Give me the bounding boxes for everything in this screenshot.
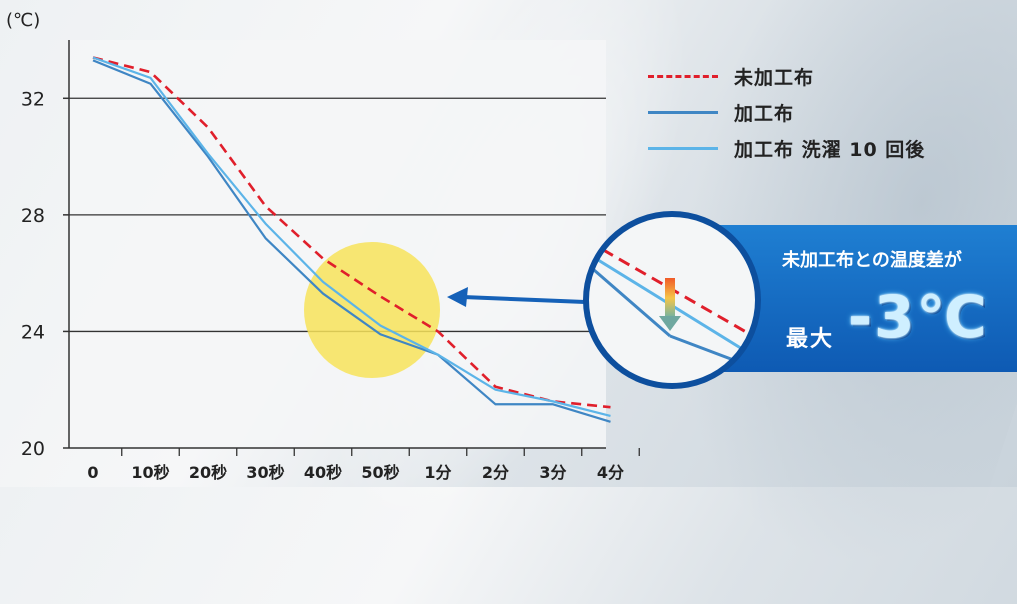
legend-item-processed: 加工布 bbox=[648, 94, 925, 130]
legend-label: 未加工布 bbox=[734, 66, 815, 89]
legend-item-washed: 加工布 洗濯 10 回後 bbox=[648, 130, 925, 166]
callout-value: -3℃ bbox=[848, 283, 989, 351]
zoom-line-processed bbox=[586, 261, 671, 338]
chart-legend: 未加工布 加工布 加工布 洗濯 10 回後 bbox=[648, 58, 925, 166]
callout-banner bbox=[720, 225, 1017, 372]
callout-prefix: 最大 bbox=[786, 327, 835, 352]
x-tick-label: 30秒 bbox=[246, 463, 284, 482]
legend-item-unprocessed: 未加工布 bbox=[648, 58, 925, 94]
x-tick-label: 0 bbox=[87, 463, 98, 482]
legend-swatch bbox=[648, 146, 718, 150]
x-tick-label: 10秒 bbox=[131, 463, 169, 482]
difference-arrow-head bbox=[659, 316, 681, 331]
x-tick-label: 50秒 bbox=[361, 463, 399, 482]
difference-arrow-shaft bbox=[665, 278, 675, 318]
callout-arrow bbox=[462, 295, 586, 304]
x-tick-label: 2分 bbox=[482, 463, 509, 482]
legend-label: 加工布 bbox=[734, 102, 795, 125]
y-tick-label: 24 bbox=[21, 321, 45, 343]
y-tick-label: 32 bbox=[21, 88, 45, 110]
magnifier bbox=[583, 211, 761, 389]
line-chart: 20 24 28 32 0 10秒 20秒 30秒 40秒 50秒 1分 2分 3分 4分 bbox=[21, 40, 640, 482]
legend-label: 加工布 洗濯 10 回後 bbox=[734, 138, 926, 161]
x-tick-label: 4分 bbox=[597, 463, 624, 482]
legend-swatch bbox=[648, 74, 718, 78]
x-tick-label: 3分 bbox=[539, 463, 566, 482]
series-line-0 bbox=[92, 56, 611, 409]
x-tick-label: 1分 bbox=[424, 463, 451, 482]
callout-text: 未加工布との温度差が bbox=[782, 250, 962, 271]
legend-swatch bbox=[648, 110, 718, 114]
x-tick-label: 40秒 bbox=[304, 463, 342, 482]
plot-area bbox=[69, 40, 606, 448]
y-tick-label: 28 bbox=[21, 205, 45, 227]
series-line-1 bbox=[92, 59, 611, 423]
callout-arrowhead bbox=[447, 287, 468, 307]
y-tick-label: 20 bbox=[21, 438, 45, 460]
y-axis-unit: (℃) bbox=[6, 10, 41, 31]
x-tick-label: 20秒 bbox=[189, 463, 227, 482]
magnifier-ring bbox=[583, 211, 761, 389]
series-line-2 bbox=[92, 56, 611, 418]
